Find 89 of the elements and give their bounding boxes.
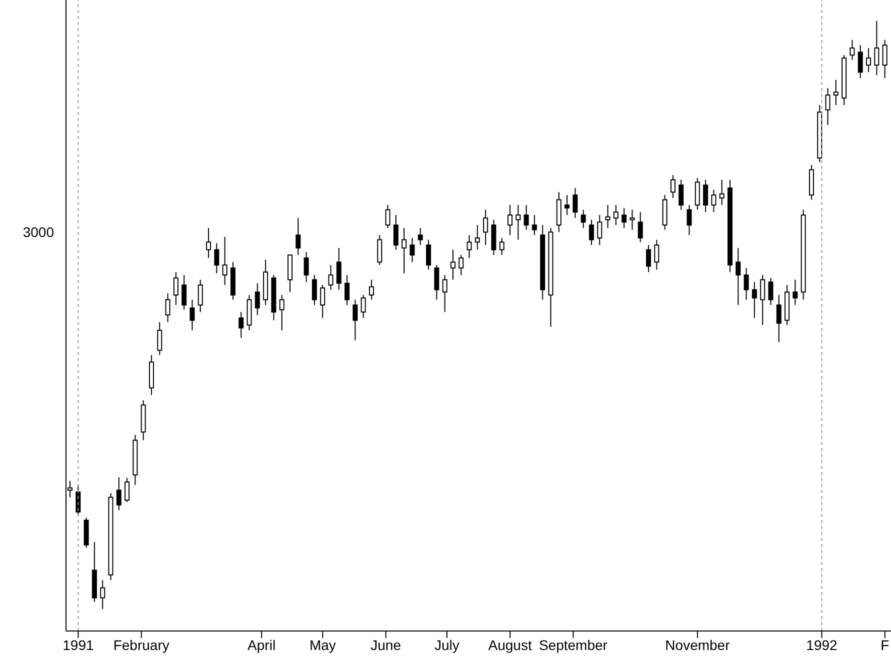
x-tick-label: August (488, 636, 532, 653)
candlestick (580, 209, 586, 228)
candlestick (385, 204, 390, 228)
candlestick (825, 88, 830, 126)
x-tick-label: November (665, 636, 730, 653)
candlestick (499, 237, 504, 256)
candlestick (768, 277, 774, 306)
candlestick (222, 236, 228, 286)
candlestick (605, 204, 610, 228)
x-tick-label: July (434, 636, 460, 653)
x-tick-label: June (370, 636, 402, 653)
candlestick (792, 279, 798, 306)
candlestick (776, 294, 782, 343)
candlestick (572, 187, 578, 218)
candlestick (508, 204, 512, 236)
candlestick (344, 274, 350, 306)
candlestick (206, 227, 212, 258)
candlestick (874, 21, 880, 76)
candlestick (694, 177, 700, 210)
candlestick (442, 274, 448, 313)
candlestick (393, 214, 398, 250)
candlestick (474, 224, 480, 250)
candlestick (613, 204, 618, 226)
candlestick (402, 227, 407, 274)
candlestick (328, 264, 334, 290)
x-tick-label: September (538, 636, 608, 653)
text: 3000 (22, 223, 54, 241)
candlestick (426, 239, 432, 270)
x-tick-label: May (309, 636, 336, 653)
candlestick (719, 179, 724, 206)
candlestick (214, 242, 220, 274)
x-tick-label: 1991 (62, 636, 94, 653)
candlestick (190, 299, 195, 331)
candlestick (458, 254, 464, 276)
candlestick (654, 239, 660, 270)
candlestick (588, 219, 594, 246)
candlestick (434, 264, 440, 300)
candlestick (320, 284, 326, 318)
candlestick (744, 267, 749, 300)
candlestick (524, 204, 529, 230)
candlestick (850, 39, 855, 60)
candlestick (736, 247, 741, 306)
candlestick (622, 207, 627, 228)
candlestick (858, 44, 863, 79)
candlestick (377, 234, 382, 266)
candlestick (360, 294, 366, 318)
candlestick (198, 279, 203, 313)
candlestick (165, 292, 170, 323)
candlestick (760, 274, 766, 326)
candlestick (352, 299, 358, 341)
candlestick (564, 194, 570, 216)
candlestick (638, 212, 643, 243)
candlestick (833, 79, 838, 106)
candlestick (296, 217, 301, 256)
candlestick (686, 204, 692, 236)
candlestick (336, 247, 342, 290)
x-tick-label: February (113, 636, 170, 653)
candlestick (752, 282, 757, 318)
candlestick (711, 189, 716, 213)
candlestick (124, 477, 130, 502)
candlestick (279, 294, 284, 331)
candlestick (410, 237, 415, 263)
x-tick-label: 1992 (806, 636, 838, 653)
candlestick (678, 179, 684, 210)
candlestick (630, 209, 635, 230)
candlestick (466, 234, 472, 258)
candlestick (597, 214, 602, 246)
candlestick (532, 214, 537, 236)
candlestick (254, 282, 260, 316)
candlestick (100, 580, 106, 609)
candlestick (483, 209, 488, 246)
candlestick (157, 322, 162, 356)
candlestick (418, 227, 423, 246)
candlestick (516, 204, 521, 240)
candlestick (882, 39, 888, 79)
candlestick (646, 244, 652, 273)
candlestick (238, 312, 244, 338)
candlestick (173, 272, 178, 306)
candlestick (450, 249, 456, 280)
candlestick (182, 274, 187, 310)
candlestick (312, 274, 317, 306)
candlestick (304, 252, 309, 283)
candlestick (116, 476, 122, 511)
candlestick (368, 279, 374, 300)
candlestick (670, 174, 676, 198)
x-tick-label: April (248, 636, 276, 653)
x-tick-label: F (880, 636, 890, 653)
candlestick (703, 179, 708, 213)
candlestick (866, 48, 872, 73)
